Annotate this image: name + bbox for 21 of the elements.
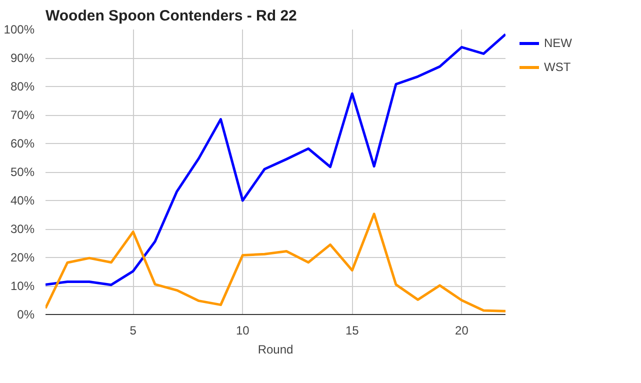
- legend-label: NEW: [544, 36, 572, 50]
- y-tick-label: 0%: [17, 308, 35, 322]
- y-tick-label: 100%: [4, 22, 35, 36]
- y-tick-label: 20%: [10, 250, 35, 264]
- x-tick-label: 20: [455, 324, 469, 338]
- x-tick-label: 10: [236, 324, 250, 338]
- legend-label: WST: [544, 60, 571, 74]
- y-tick-label: 50%: [10, 165, 35, 179]
- x-tick-label: 5: [130, 324, 137, 338]
- line-series: [46, 212, 506, 312]
- x-axis-title: Round: [258, 342, 294, 356]
- chart-title: Wooden Spoon Contenders - Rd 22: [46, 8, 297, 24]
- y-tick-label: 60%: [10, 136, 35, 150]
- y-tick-label: 10%: [10, 279, 35, 293]
- y-tick-label: 30%: [10, 222, 35, 236]
- line-series: [46, 33, 506, 286]
- y-tick-label: 90%: [10, 51, 35, 65]
- y-tick-label: 80%: [10, 80, 35, 94]
- y-tick-label: 70%: [10, 108, 35, 122]
- x-tick-label: 15: [345, 324, 360, 338]
- y-tick-label: 40%: [10, 194, 35, 208]
